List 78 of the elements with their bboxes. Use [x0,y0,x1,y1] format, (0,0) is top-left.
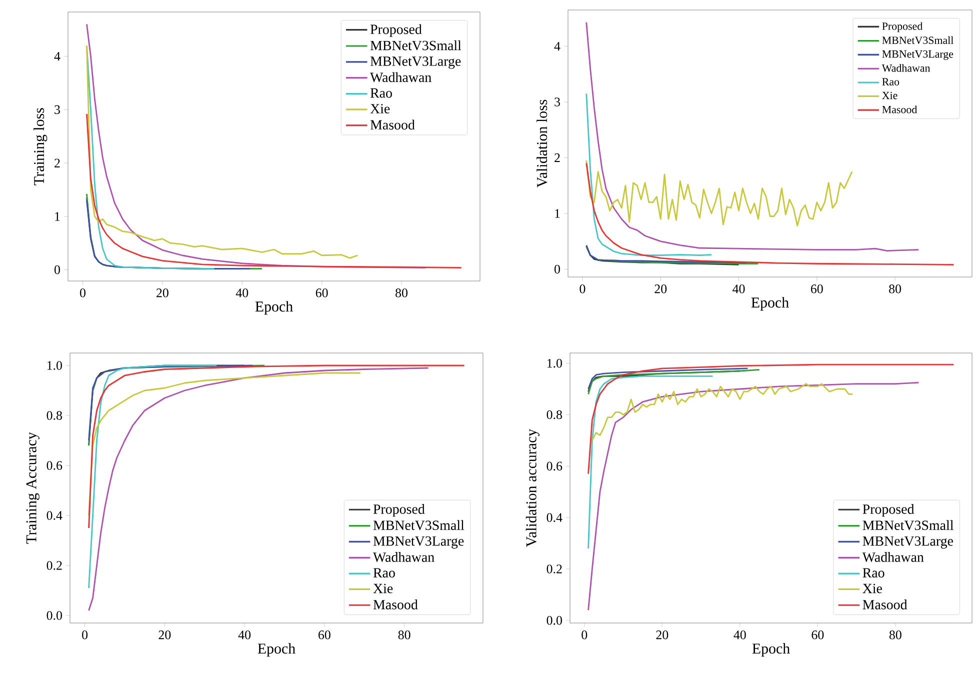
y-tick-label: 2 [554,153,560,162]
x-tick-label: 80 [889,284,902,294]
legend-label: Proposed [882,22,923,32]
legend-label: Proposed [373,504,425,517]
legend-label: Rao [862,568,884,578]
y-tick-label: 1.0 [547,358,562,368]
x-tick-label: 80 [398,630,410,640]
y-tick-label: 4 [554,42,560,50]
y-axis-title: Training Accuracy [26,432,40,544]
legend-label: Proposed [862,504,914,517]
x-tick-label: 0 [580,284,586,294]
x-tick-label: 0 [82,630,88,640]
y-tick-label: 1 [55,212,60,221]
legend-label: Masood [882,106,918,114]
legend-label: MBNetV3Small [882,36,954,44]
legend-label: MBNetV3Small [373,520,464,530]
legend-label: Xie [373,584,393,594]
y-tick-label: 1.0 [47,361,62,370]
legend-label: Rao [370,88,392,98]
y-tick-label: 2 [54,158,60,168]
legend-label: Proposed [370,24,422,37]
x-tick-label: 60 [318,630,330,640]
legend-label: Rao [373,568,395,578]
x-tick-label: 40 [238,630,251,640]
y-tick-label: 0.0 [546,616,562,625]
y-axis-title: Validation loss [536,100,548,188]
x-tick-label: 20 [656,630,668,640]
legend-label: Xie [862,584,882,594]
legend-label: Masood [862,600,908,610]
x-tick-label: 0 [80,288,86,298]
x-tick-label: 40 [734,630,746,640]
legend-label: Xie [370,104,390,114]
legend-label: MBNetV3Large [373,536,464,549]
legend-label: Rao [882,78,900,86]
y-axis-title: Validation accuracy [526,428,540,547]
legend-label: Wadhawan [882,64,930,72]
x-axis-title: Epoch [258,643,296,657]
legend-label: MBNetV3Large [370,56,461,69]
y-tick-label: 0.4 [46,511,62,520]
x-tick-label: 20 [158,630,171,640]
x-tick-label: 80 [396,288,408,298]
x-tick-label: 40 [236,288,248,298]
legend-label: Masood [370,120,415,130]
x-tick-label: 60 [812,630,824,640]
y-tick-label: 0.2 [546,564,562,574]
y-tick-label: 0.0 [46,611,62,620]
x-tick-label: 60 [810,284,823,294]
y-tick-label: 1 [555,209,560,218]
y-tick-label: 0.8 [546,410,562,420]
legend-label: Masood [373,600,418,610]
y-tick-label: 0.2 [46,561,62,570]
y-tick-label: 3 [554,98,560,106]
x-tick-label: 20 [156,288,168,298]
y-tick-label: 0.8 [46,411,62,420]
x-tick-label: 40 [732,284,745,294]
legend-label: Wadhawan [372,552,434,562]
legend-label: Wadhawan [862,552,924,562]
x-axis-title: Epoch [751,297,789,311]
y-tick-label: 0.6 [46,461,62,470]
legend-label: MBNetV3Small [370,40,462,50]
x-tick-label: 0 [582,630,588,640]
y-axis-title: Training loss [34,108,48,186]
y-tick-label: 4 [54,52,60,61]
legend-label: MBNetV3Large [862,536,953,549]
legend-label: Xie [882,92,898,100]
y-tick-label: 0.6 [546,462,562,471]
x-tick-label: 20 [654,284,667,294]
y-tick-label: 0.4 [546,513,562,522]
legend-label: MBNetV3Small [862,520,954,530]
x-tick-label: 60 [316,288,328,298]
y-tick-label: 3 [54,105,60,114]
legend-label: Wadhawan [370,72,432,82]
x-tick-label: 80 [889,630,902,640]
x-axis-title: Epoch [255,301,293,315]
legend-label: MBNetV3Large [882,50,954,60]
x-axis-title: Epoch [752,643,790,657]
y-tick-label: 0 [54,265,60,274]
y-tick-label: 0 [554,264,560,274]
